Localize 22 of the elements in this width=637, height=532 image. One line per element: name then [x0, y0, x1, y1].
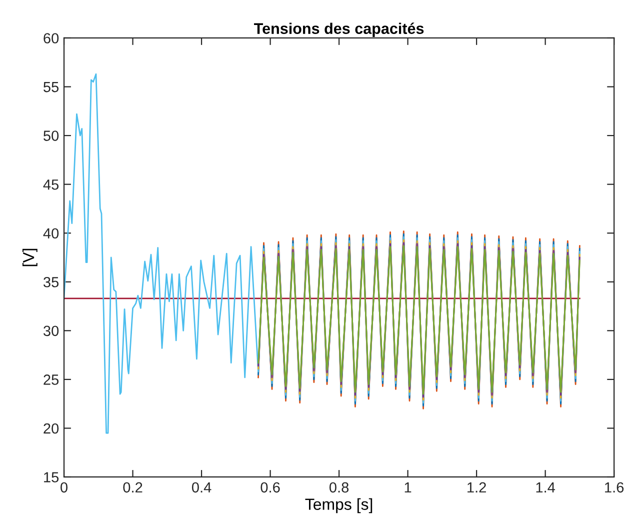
x-tick-label: 1.4: [536, 482, 556, 492]
y-tick-label: 60: [44, 33, 59, 44]
x-tick-label: 0.8: [329, 482, 349, 493]
y-tick-label: 55: [44, 82, 59, 92]
y-tick-label: 25: [44, 374, 59, 385]
y-tick-label: 40: [43, 228, 59, 239]
y-tick-label: 50: [44, 130, 59, 141]
x-tick-label: 0: [60, 482, 68, 493]
y-tick-label: 35: [43, 276, 59, 288]
y-tick-label: 30: [43, 326, 59, 336]
chart-title: Tensions des capacités: [254, 22, 424, 37]
x-tick-label: 0.6: [260, 482, 280, 493]
x-tick-label: 1.6: [605, 482, 624, 493]
y-tick-label: 20: [44, 423, 59, 434]
y-tick-label: 45: [43, 180, 59, 190]
y-tick-label: 15: [44, 472, 59, 482]
x-tick-label: 1: [404, 482, 412, 492]
x-tick-label: 1.2: [468, 482, 486, 492]
y-axis-title: [V]: [22, 248, 38, 266]
x-tick-label: 0.2: [123, 482, 142, 493]
x-axis-title: Temps [s]: [305, 498, 372, 514]
x-tick-label: 0.4: [192, 482, 212, 493]
